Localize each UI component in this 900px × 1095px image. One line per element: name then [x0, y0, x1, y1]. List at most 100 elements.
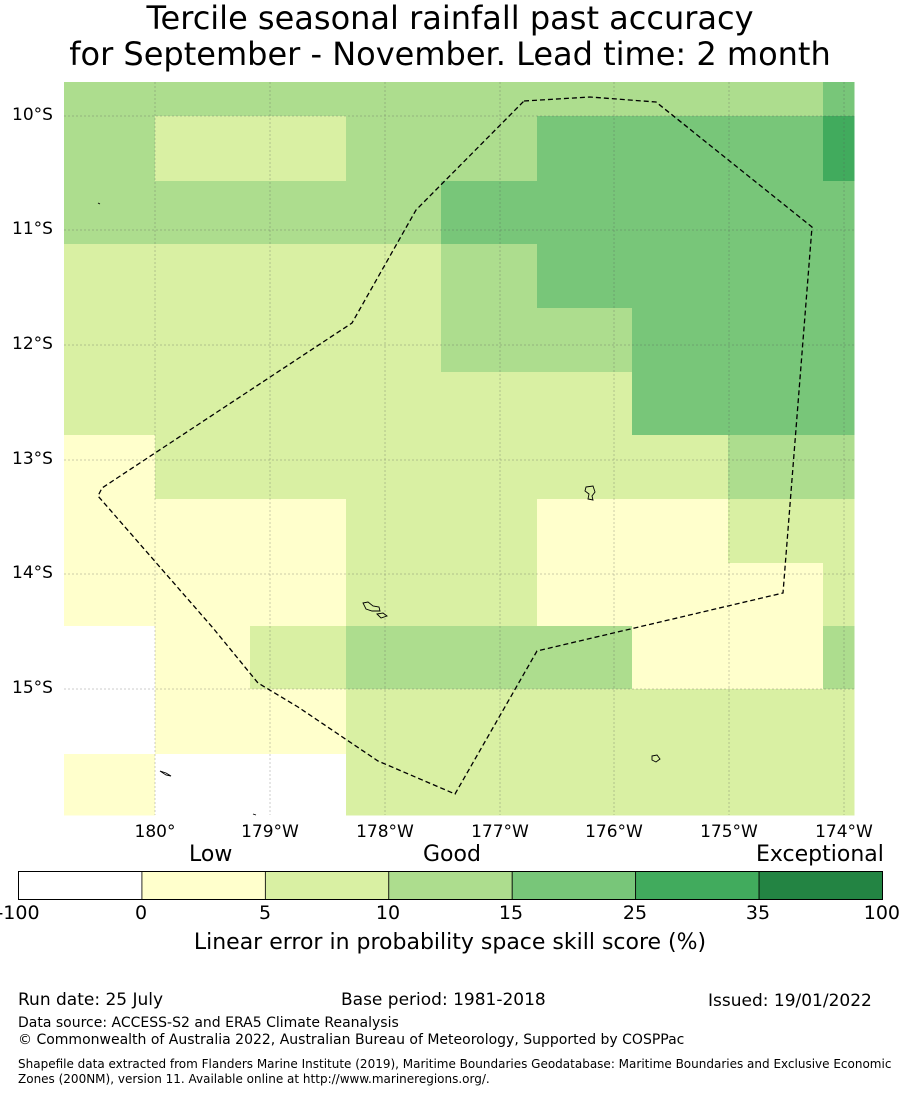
grid-cell-r3-c1	[155, 244, 251, 309]
colorbar-segment-1	[141, 871, 266, 900]
grid-cell-r10-c7	[728, 689, 824, 755]
island-futuna	[362, 601, 381, 612]
grid-cell-r0-c6	[632, 82, 729, 117]
grid-cell-r2-c0	[64, 181, 156, 245]
lon-label-178w: 178°W	[356, 822, 414, 842]
colorbar-tick-5: 5	[258, 902, 272, 924]
grid-cell-r1-c7	[728, 116, 824, 182]
grid-cell-r8-c3	[346, 563, 442, 627]
grid-cell-r11-c2	[250, 754, 347, 816]
grid-cell-r5-c1	[155, 372, 251, 436]
grid-cell-r4-c7	[728, 308, 824, 373]
grid-cell-r6-c4	[441, 435, 538, 500]
grid-cell-r1-c4	[441, 116, 538, 182]
grid-cell-r10-c8	[823, 689, 855, 755]
grid-cell-r3-c6	[632, 244, 729, 309]
lon-label-179w: 179°W	[241, 822, 299, 842]
legend-category-good: Good	[423, 842, 481, 867]
grid-cell-r4-c4	[441, 308, 538, 373]
grid-cell-r5-c0	[64, 372, 156, 436]
grid-cell-r3-c2	[250, 244, 347, 309]
lon-label-174w: 174°W	[815, 822, 873, 842]
colorbar-tick-100: 100	[863, 902, 900, 924]
grid-cell-r2-c7	[728, 181, 824, 245]
lat-label-15s: 15°S	[12, 678, 53, 698]
grid-cell-r1-c3	[346, 116, 442, 182]
grid-cell-r2-c5	[537, 181, 633, 245]
grid-cell-r7-c8	[823, 499, 855, 564]
grid-cell-r9-c5	[537, 626, 633, 690]
colorbar-tick-25: 25	[622, 902, 648, 924]
grid-cell-r9-c7	[728, 626, 824, 690]
grid-cell-r0-c2	[250, 82, 347, 117]
grid-cell-r6-c3	[346, 435, 442, 500]
island-dot-1	[97, 202, 101, 205]
grid-cell-r0-c7	[728, 82, 824, 117]
grid-cell-r1-c6	[632, 116, 729, 182]
grid-cell-r4-c5	[537, 308, 633, 373]
grid-cell-r6-c7	[728, 435, 824, 500]
grid-cell-r5-c2	[250, 372, 347, 436]
grid-cell-r1-c5	[537, 116, 633, 182]
grid-cell-r11-c1	[155, 754, 251, 816]
island-outlines	[97, 202, 661, 816]
grid-cell-r5-c8	[823, 372, 855, 436]
map-panel	[64, 82, 855, 816]
colorbar-tick-minus100: -100	[0, 902, 40, 924]
grid-cell-r6-c1	[155, 435, 251, 500]
colorbar-segment-4	[511, 871, 637, 900]
grid-cell-r2-c6	[632, 181, 729, 245]
grid-cell-r10-c0	[64, 689, 156, 755]
data-source: Data source: ACCESS-S2 and ERA5 Climate …	[18, 1015, 399, 1031]
lat-label-10s: 10°S	[12, 105, 53, 125]
grid-cell-r4-c0	[64, 308, 156, 373]
grid-cell-r2-c1	[155, 181, 251, 245]
grid-cell-r2-c3	[346, 181, 442, 245]
grid-cell-r10-c5	[537, 689, 633, 755]
grid-cell-r8-c4	[441, 563, 538, 627]
grid-cell-r9-c6	[632, 626, 729, 690]
island-niuafoou	[651, 754, 661, 763]
grid-cell-r1-c8	[823, 116, 855, 182]
grid-cell-r6-c8	[823, 435, 855, 500]
colorbar-segment-6	[758, 871, 883, 900]
colorbar-segment-2	[264, 871, 390, 900]
lat-label-14s: 14°S	[12, 563, 53, 583]
grid-cell-r8-c6	[632, 563, 729, 627]
legend-category-exceptional: Exceptional	[756, 842, 884, 867]
title-line-2: for September - November. Lead time: 2 m…	[69, 35, 831, 73]
grid-cell-r7-c2	[250, 499, 347, 564]
colorbar-segment-3	[388, 871, 513, 900]
grid-cell-r3-c5	[537, 244, 633, 309]
grid-cell-r4-c1	[155, 308, 251, 373]
grid-cell-r8-c0	[64, 563, 156, 627]
island-dot-2	[252, 813, 257, 816]
lon-label-175w: 175°W	[700, 822, 758, 842]
grid-cell-r9-c2	[250, 626, 347, 690]
grid-cell-r7-c3	[346, 499, 442, 564]
grid-cell-r11-c8	[823, 754, 855, 816]
island-reef	[159, 770, 172, 777]
colorbar-outline	[18, 871, 883, 900]
run-date: Run date: 25 July	[18, 990, 164, 1010]
grid-cell-r10-c2	[250, 689, 347, 755]
grid-cell-r0-c0	[64, 82, 156, 117]
grid-cell-r11-c0	[64, 754, 156, 816]
grid-cell-r6-c5	[537, 435, 633, 500]
colorbar-tick-10: 10	[375, 902, 401, 924]
lon-label-176w: 176°W	[585, 822, 643, 842]
grid-cell-r5-c5	[537, 372, 633, 436]
lat-label-13s: 13°S	[12, 449, 53, 469]
grid-cell-r10-c3	[346, 689, 442, 755]
grid-cell-r9-c3	[346, 626, 442, 690]
grid-cell-r10-c4	[441, 689, 538, 755]
colorbar-title: Linear error in probability space skill …	[193, 930, 707, 955]
grid-cell-r11-c7	[728, 754, 824, 816]
lon-label-177w: 177°W	[471, 822, 529, 842]
grid-cell-r1-c1	[155, 116, 251, 182]
grid-cell-r9-c0	[64, 626, 156, 690]
grid-cell-r5-c7	[728, 372, 824, 436]
grid-cell-r2-c8	[823, 181, 855, 245]
grid-cell-r4-c8	[823, 308, 855, 373]
grid-cell-r11-c6	[632, 754, 729, 816]
